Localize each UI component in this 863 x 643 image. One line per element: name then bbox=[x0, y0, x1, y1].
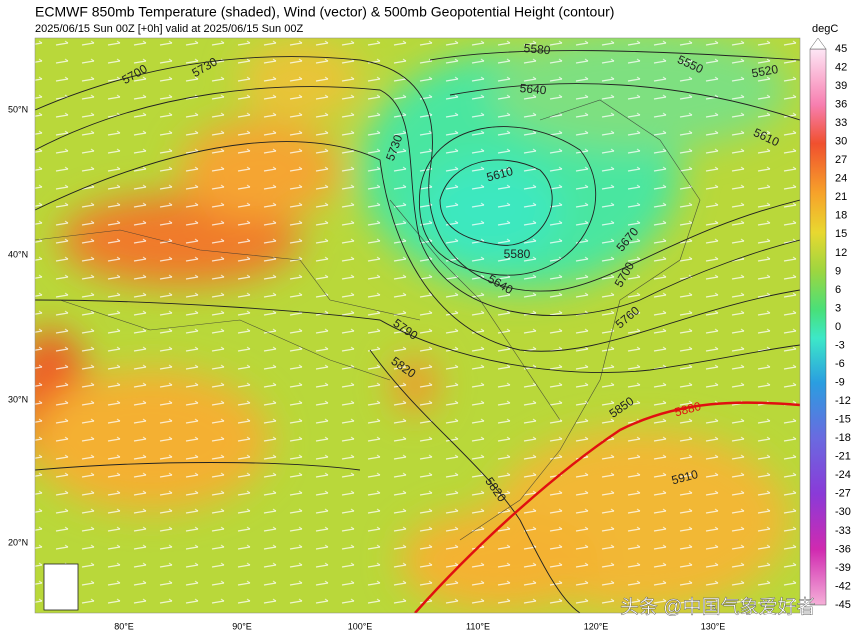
lon-label: 110°E bbox=[466, 621, 490, 631]
colorbar-tick: -24 bbox=[835, 469, 851, 481]
colorbar-tick: 21 bbox=[835, 191, 847, 203]
lon-label: 80°E bbox=[114, 621, 134, 631]
lon-label: 90°E bbox=[232, 621, 252, 631]
colorbar-tick: -21 bbox=[835, 451, 851, 463]
colorbar-tick: 27 bbox=[835, 154, 847, 166]
colorbar-tick: 15 bbox=[835, 228, 847, 240]
colorbar-tick: -3 bbox=[835, 339, 845, 351]
colorbar-tick: 3 bbox=[835, 302, 841, 314]
colorbar-unit: degC bbox=[812, 23, 838, 35]
contour-label: 5910 bbox=[670, 467, 700, 488]
colorbar-tick: 0 bbox=[835, 321, 841, 333]
colorbar-tick: 30 bbox=[835, 136, 847, 148]
contour-label: 5880 bbox=[673, 399, 703, 420]
map bbox=[35, 38, 800, 613]
colorbar-tick: -30 bbox=[835, 506, 851, 518]
colorbar-tick: 42 bbox=[835, 61, 847, 73]
colorbar-tick: 6 bbox=[835, 284, 841, 296]
lon-label: 130°E bbox=[701, 621, 726, 631]
colorbar-tick: 39 bbox=[835, 80, 847, 92]
colorbar: degC bbox=[809, 23, 838, 606]
colorbar-tick: -18 bbox=[835, 432, 851, 444]
colorbar-tick: -33 bbox=[835, 525, 851, 537]
watermark: 头条 @中国气象爱好者 bbox=[620, 596, 816, 618]
colorbar-tick: 12 bbox=[835, 247, 847, 259]
colorbar-tick: 33 bbox=[835, 117, 847, 129]
colorbar-tick: 24 bbox=[835, 173, 847, 185]
colorbar-tick: 45 bbox=[835, 43, 847, 55]
lon-label: 100°E bbox=[348, 621, 373, 631]
colorbar-tick: -15 bbox=[835, 414, 851, 426]
colorbar-tick: -12 bbox=[835, 395, 851, 407]
colorbar-tick: -27 bbox=[835, 488, 851, 500]
contour-label: 5580 bbox=[504, 247, 531, 261]
contour-label: 5580 bbox=[523, 41, 551, 57]
colorbar-tick: -6 bbox=[835, 358, 845, 370]
colorbar-tick: 18 bbox=[835, 210, 847, 222]
contour-label: 5610 bbox=[485, 164, 515, 185]
colorbar-tick: 9 bbox=[835, 265, 841, 277]
lat-label: 40°N bbox=[8, 249, 28, 259]
contour-label: 5520 bbox=[750, 62, 779, 80]
lon-label: 120°E bbox=[584, 621, 609, 631]
colorbar-tick: -45 bbox=[835, 599, 851, 611]
contour-label: 5640 bbox=[519, 81, 547, 97]
lat-label: 30°N bbox=[8, 394, 28, 404]
colorbar-tick: -42 bbox=[835, 580, 851, 592]
colorbar-tick: 36 bbox=[835, 99, 847, 111]
colorbar-tick: -9 bbox=[835, 377, 845, 389]
lat-label: 50°N bbox=[8, 104, 28, 114]
colorbar-tick: -39 bbox=[835, 562, 851, 574]
subtitle: 2025/06/15 Sun 00Z [+0h] valid at 2025/0… bbox=[35, 23, 303, 35]
colorbar-tick: -36 bbox=[835, 543, 851, 555]
title: ECMWF 850mb Temperature (shaded), Wind (… bbox=[35, 4, 614, 20]
lat-label: 20°N bbox=[8, 537, 28, 547]
